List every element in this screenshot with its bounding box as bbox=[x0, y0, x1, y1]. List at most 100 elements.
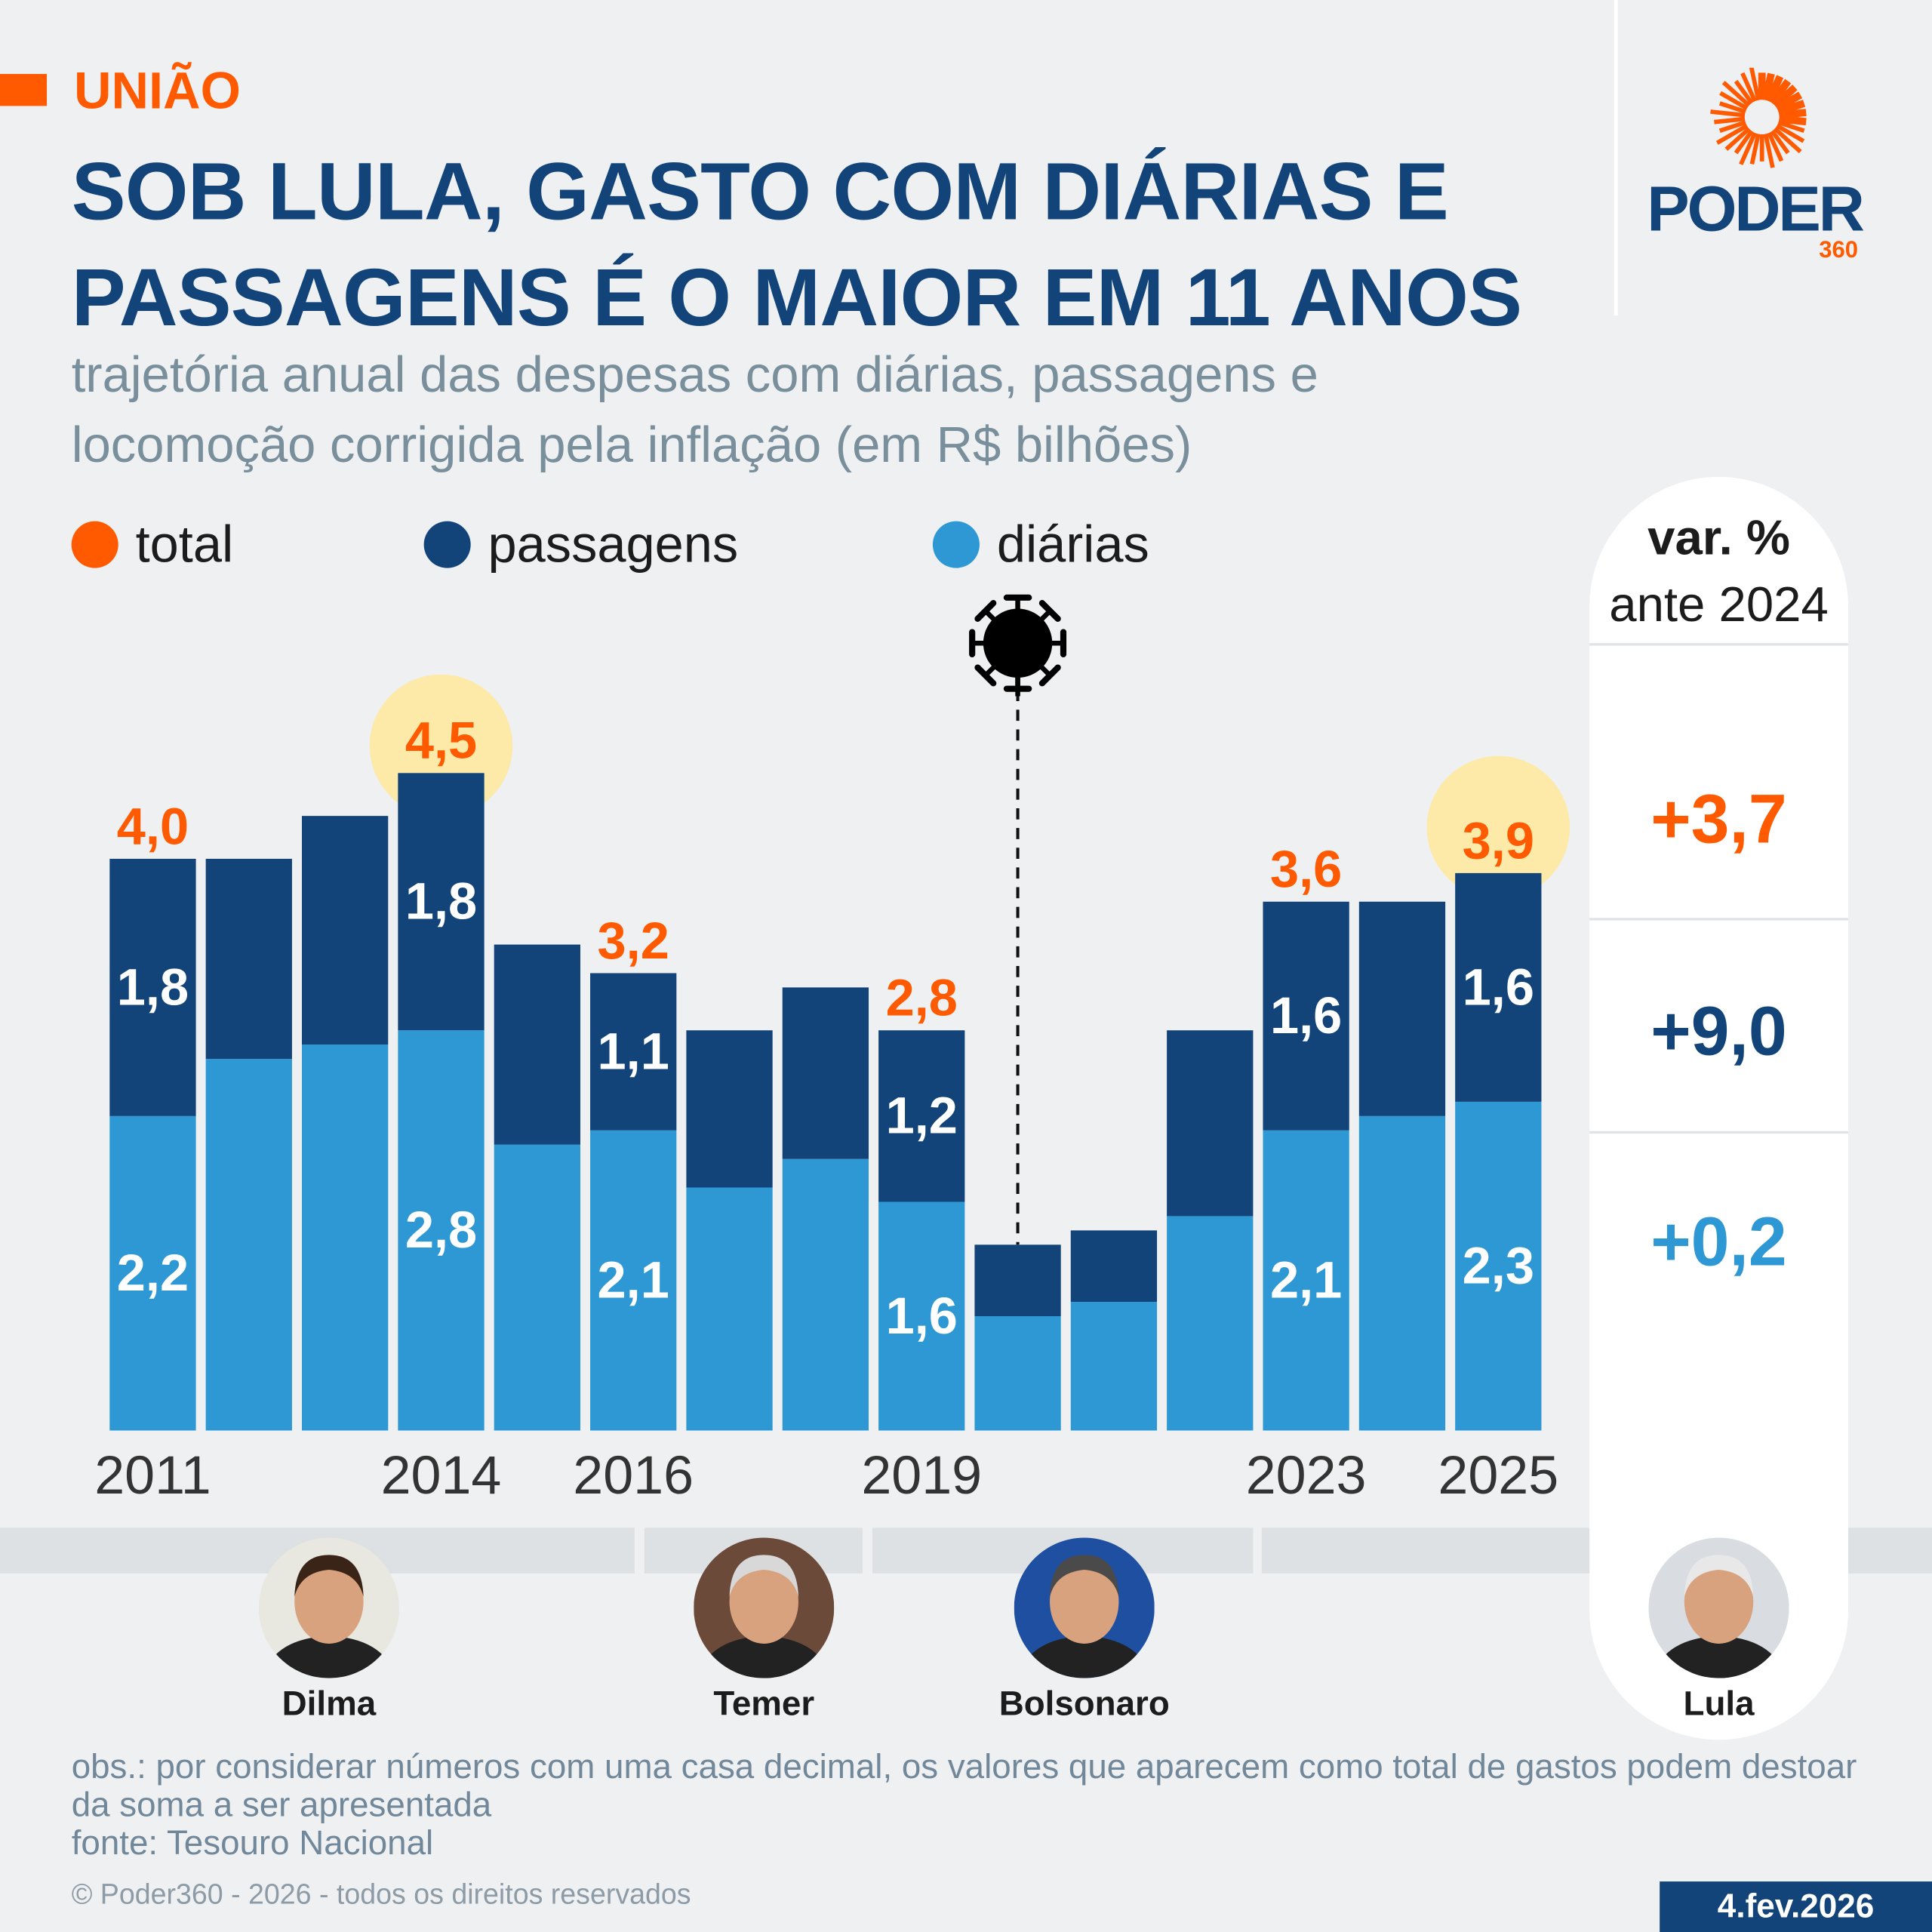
legend-total: total bbox=[71, 515, 234, 574]
highlight-circle bbox=[1426, 755, 1570, 900]
bar-passagens-2015 bbox=[494, 944, 580, 1145]
title: SOB LULA, GASTO COM DIÁRIAS E PASSAGENS … bbox=[71, 145, 1522, 343]
president-name: Lula bbox=[1683, 1684, 1755, 1723]
portrait-bolsonaro bbox=[1014, 1537, 1155, 1678]
bar-diarias-2015 bbox=[494, 1144, 580, 1431]
president-name: Dilma bbox=[281, 1684, 377, 1723]
label-diarias: 2,8 bbox=[405, 1201, 477, 1259]
legend-label: diárias bbox=[996, 515, 1149, 574]
kicker: UNIÃO bbox=[73, 61, 241, 120]
bar-diarias-2023 bbox=[1263, 1130, 1349, 1431]
date-badge: 4.fev.2026 bbox=[1660, 1881, 1932, 1932]
bar-passagens-2024 bbox=[1358, 901, 1446, 1116]
portrait-dilma bbox=[258, 1537, 399, 1678]
bar-passagens-2023 bbox=[1263, 901, 1349, 1131]
label-total: 4,5 bbox=[405, 712, 477, 770]
x-tick-label: 2014 bbox=[381, 1445, 502, 1506]
divider bbox=[1589, 643, 1848, 646]
divider bbox=[1589, 918, 1848, 921]
bar-passagens-2014 bbox=[398, 773, 485, 1031]
label-total: 2,8 bbox=[886, 969, 958, 1027]
legend-dot bbox=[71, 521, 118, 568]
legend-label: passagens bbox=[488, 515, 739, 574]
bar-passagens-2016 bbox=[590, 973, 677, 1131]
portrait-temer bbox=[694, 1537, 835, 1678]
x-tick-label: 2023 bbox=[1246, 1445, 1367, 1506]
label-diarias: 2,3 bbox=[1463, 1237, 1534, 1295]
label-diarias: 2,2 bbox=[117, 1244, 189, 1302]
label-passagens: 1,2 bbox=[886, 1087, 958, 1145]
bar-diarias-2019 bbox=[878, 1201, 965, 1431]
footnote: obs.: por considerar números com uma cas… bbox=[72, 1747, 1858, 1862]
bar-passagens-2018 bbox=[782, 987, 869, 1159]
bar-passagens-2020 bbox=[974, 1244, 1061, 1316]
logo-sun-icon: PODER 360 bbox=[1647, 66, 1866, 263]
label-total: 3,9 bbox=[1463, 811, 1534, 869]
variation-total: +3,7 bbox=[1651, 780, 1787, 858]
label-passagens: 1,6 bbox=[1270, 986, 1342, 1044]
bar-diarias-2016 bbox=[590, 1130, 677, 1431]
bar-passagens-2017 bbox=[686, 1030, 773, 1188]
bar-passagens-2022 bbox=[1167, 1030, 1254, 1217]
x-tick-label: 2019 bbox=[861, 1445, 982, 1506]
variation-passagens: +9,0 bbox=[1651, 992, 1787, 1070]
divider bbox=[1589, 1131, 1848, 1134]
bar-diarias-2022 bbox=[1167, 1216, 1254, 1431]
logo-text: PODER bbox=[1651, 172, 1864, 244]
legend-dot bbox=[423, 521, 471, 568]
variation-header-line1: var. % bbox=[1647, 511, 1790, 566]
label-passagens: 1,1 bbox=[598, 1022, 669, 1080]
term-band-lula-end bbox=[1847, 1527, 1932, 1574]
bar-passagens-2021 bbox=[1070, 1230, 1158, 1303]
bar-diarias-2024 bbox=[1358, 1115, 1446, 1431]
footnote-obs: obs.: por considerar números com uma cas… bbox=[71, 1747, 1857, 1824]
bar-diarias-2011 bbox=[109, 1115, 196, 1431]
kicker-bar bbox=[0, 73, 48, 106]
label-diarias: 1,6 bbox=[886, 1287, 958, 1345]
footnote-source: fonte: Tesouro Nacional bbox=[71, 1823, 434, 1862]
bar-diarias-2014 bbox=[398, 1030, 485, 1431]
variation-panel bbox=[1589, 476, 1848, 1740]
bar-diarias-2017 bbox=[686, 1187, 773, 1431]
bar-diarias-2018 bbox=[782, 1158, 869, 1431]
virus-icon bbox=[969, 594, 1067, 692]
label-total: 3,2 bbox=[598, 912, 669, 970]
label-passagens: 1,8 bbox=[117, 958, 189, 1016]
portrait-lula bbox=[1648, 1537, 1789, 1678]
copyright: © Poder360 - 2026 - todos os direitos re… bbox=[71, 1878, 691, 1910]
term-band-lula bbox=[1261, 1527, 1590, 1574]
x-tick-label: 2016 bbox=[573, 1445, 694, 1506]
legend-label: total bbox=[135, 515, 234, 574]
label-passagens: 1,8 bbox=[405, 872, 477, 931]
legend-dot bbox=[932, 521, 980, 568]
variation-header: var. % ante 2024 bbox=[1589, 505, 1848, 638]
label-passagens: 1,6 bbox=[1463, 958, 1534, 1016]
president-name: Bolsonaro bbox=[998, 1684, 1170, 1723]
subtitle: trajetória anual das despesas com diária… bbox=[71, 346, 1318, 473]
president-name: Temer bbox=[713, 1684, 815, 1723]
bar-diarias-2012 bbox=[205, 1059, 292, 1431]
poder360-logo: PODER 360 bbox=[1647, 66, 1867, 265]
label-diarias: 2,1 bbox=[598, 1251, 669, 1309]
variation-header-line2: ante 2024 bbox=[1609, 577, 1829, 632]
bar-passagens-2025 bbox=[1455, 872, 1542, 1102]
logo-sub: 360 bbox=[1819, 236, 1858, 263]
label-total: 3,6 bbox=[1270, 840, 1342, 898]
divider bbox=[1614, 0, 1618, 315]
x-tick-label: 2025 bbox=[1438, 1445, 1558, 1506]
label-total: 4,0 bbox=[117, 797, 189, 855]
bar-passagens-2019 bbox=[878, 1030, 965, 1202]
legend-diarias: diárias bbox=[932, 515, 1149, 574]
bar-passagens-2012 bbox=[205, 858, 292, 1060]
bar-passagens-2011 bbox=[109, 858, 196, 1116]
bar-diarias-2020 bbox=[974, 1315, 1061, 1431]
x-tick-label: 2011 bbox=[94, 1445, 211, 1506]
variation-diarias: +0,2 bbox=[1651, 1202, 1787, 1281]
label-diarias: 2,1 bbox=[1270, 1251, 1342, 1309]
bar-diarias-2013 bbox=[301, 1044, 389, 1431]
bar-passagens-2013 bbox=[301, 816, 389, 1045]
bar-diarias-2021 bbox=[1070, 1302, 1158, 1431]
bar-diarias-2025 bbox=[1455, 1101, 1542, 1431]
